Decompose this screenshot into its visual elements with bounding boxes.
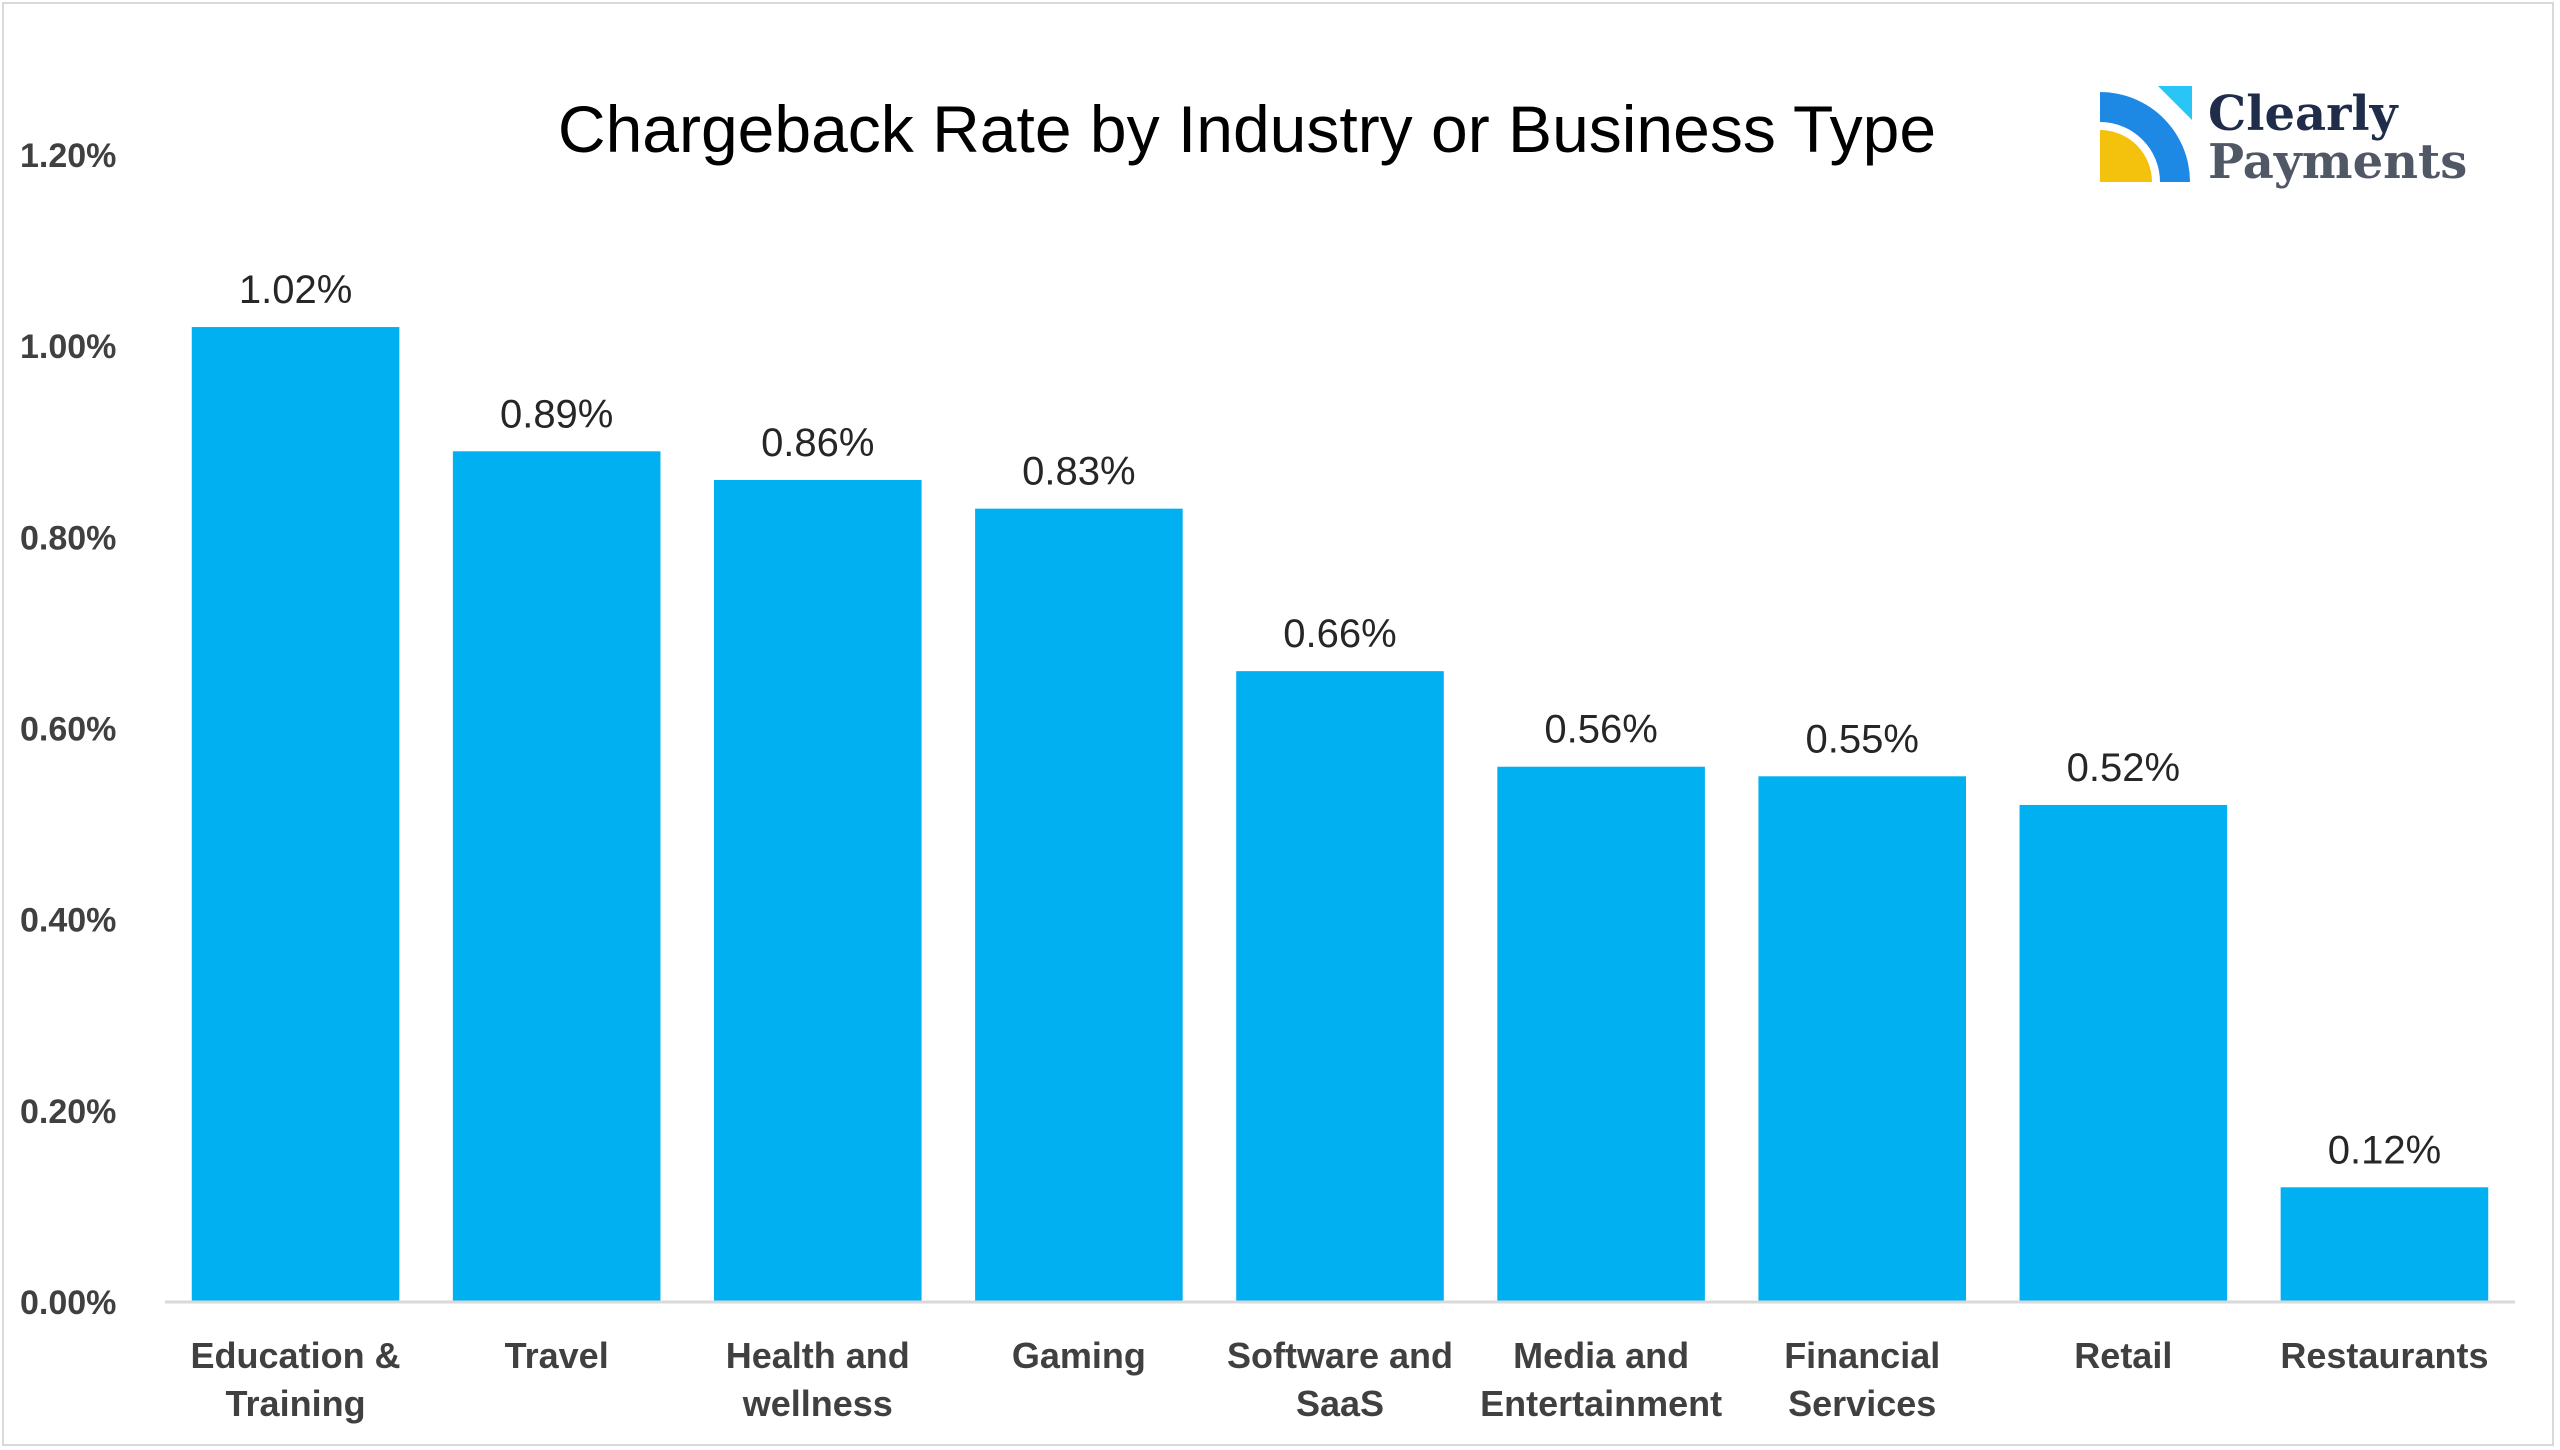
clearly-payments-logo: Clearly Payments <box>2100 86 2467 190</box>
data-label: 0.56% <box>1544 708 1657 752</box>
bars <box>191 327 2489 1302</box>
bar <box>713 479 922 1302</box>
data-label: 0.52% <box>2067 746 2180 790</box>
x-axis: Education & Training Travel Health and welln… <box>191 1335 2489 1424</box>
bar <box>2280 1187 2489 1302</box>
chart-title: Chargeback Rate by Industry or Business … <box>558 92 1936 166</box>
y-tick-label: 1.20% <box>20 137 116 175</box>
y-tick-label: 0.40% <box>20 902 116 940</box>
logo-text-payments: Payments <box>2208 134 2467 190</box>
x-tick-label: Travel <box>505 1335 609 1376</box>
bar <box>1497 766 1705 1302</box>
y-tick-label: 1.00% <box>20 328 116 366</box>
x-tick-label: Restaurants <box>2280 1335 2488 1376</box>
data-label: 0.12% <box>2328 1128 2441 1172</box>
x-tick-label: Education & Training <box>191 1335 401 1424</box>
y-tick-label: 0.00% <box>20 1284 116 1322</box>
bar <box>1236 671 1444 1302</box>
data-label: 0.86% <box>761 421 874 465</box>
bar <box>452 451 661 1302</box>
data-label: 1.02% <box>239 268 352 312</box>
logo-mark-icon <box>2100 86 2192 182</box>
y-tick-label: 0.60% <box>20 711 116 749</box>
bar <box>1758 776 1967 1302</box>
data-label: 0.66% <box>1283 612 1396 656</box>
bar <box>2019 804 2228 1302</box>
bar <box>191 327 400 1302</box>
bar <box>975 508 1183 1302</box>
y-tick-label: 0.80% <box>20 519 116 557</box>
x-tick-label: Retail <box>2074 1335 2172 1376</box>
data-label: 0.89% <box>500 392 613 436</box>
x-tick-label: Software and SaaS <box>1227 1335 1453 1424</box>
data-label: 0.55% <box>1806 717 1919 761</box>
data-label: 0.83% <box>1022 450 1135 494</box>
y-axis: 0.00% 0.20% 0.40% 0.60% 0.80% 1.00% 1.20% <box>20 137 116 1322</box>
x-tick-label: Health and wellness <box>726 1335 910 1424</box>
x-tick-label: Gaming <box>1012 1335 1146 1376</box>
data-labels: 1.02% 0.89% 0.86% 0.83% 0.66% 0.56% 0.55% 0.52%… <box>239 268 2441 1172</box>
x-tick-label: Media and Entertainment <box>1480 1335 1722 1424</box>
x-tick-label: Financial Services <box>1784 1335 1940 1424</box>
logo-text-clearly: Clearly <box>2208 86 2400 142</box>
y-tick-label: 0.20% <box>20 1093 116 1131</box>
